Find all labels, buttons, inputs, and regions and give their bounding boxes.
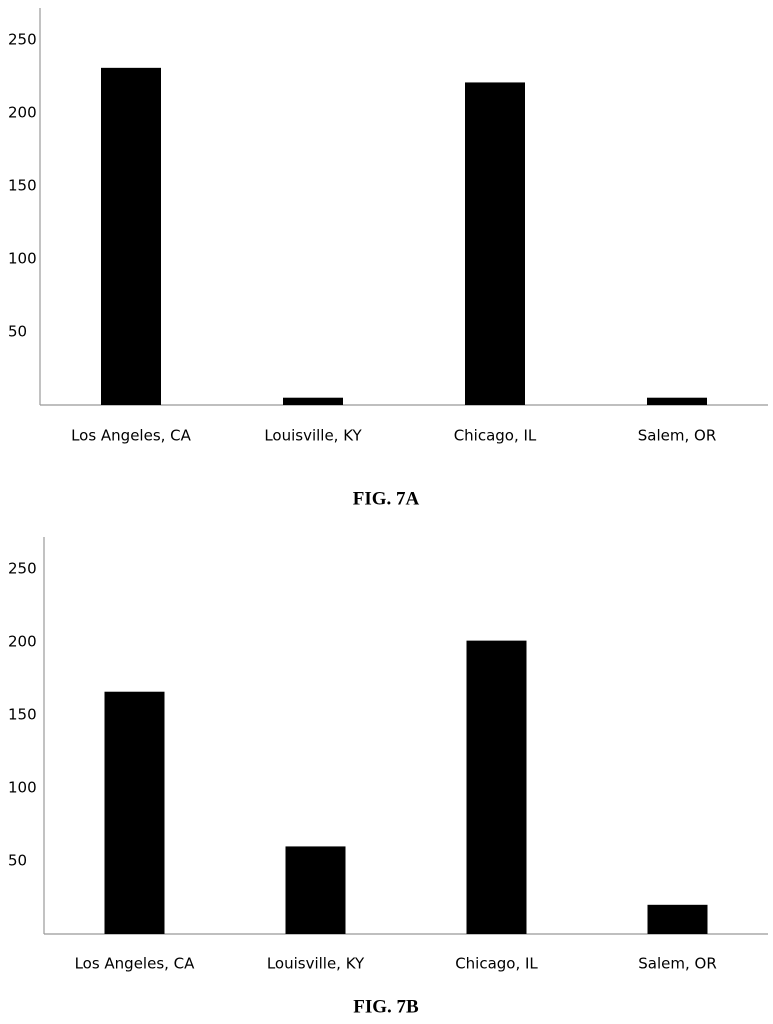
bar — [647, 397, 707, 405]
y-tick-label: 50 — [8, 323, 27, 341]
bar — [101, 67, 161, 405]
bar — [283, 397, 343, 405]
chart-title: FIG. 7A — [353, 488, 420, 509]
chart: 50 100 150 200 250 Los Angeles, CA Louisville,… — [8, 537, 768, 1017]
x-tick-label: Louisville, KY — [264, 427, 362, 445]
y-tick-label: 250 — [8, 31, 37, 49]
y-tick-label: 200 — [8, 633, 37, 651]
x-tick-label: Salem, OR — [638, 955, 717, 973]
chart-title: FIG. 7B — [353, 996, 419, 1017]
x-tick-label: Los Angeles, CA — [71, 427, 192, 445]
chart: 50 100 150 200 250 Los Angeles, CA Louisville,… — [8, 8, 768, 509]
bar — [285, 846, 346, 934]
y-tick-label: 250 — [8, 560, 37, 578]
bar — [647, 904, 708, 934]
y-tick-label: 150 — [8, 706, 37, 724]
y-tick-label: 200 — [8, 104, 37, 122]
y-tick-label: 100 — [8, 779, 37, 797]
bar — [466, 640, 527, 934]
y-tick-label: 100 — [8, 250, 37, 268]
x-tick-label: Salem, OR — [638, 427, 717, 445]
y-tick-label: 50 — [8, 852, 27, 870]
x-tick-label: Chicago, IL — [455, 955, 538, 973]
x-tick-label: Los Angeles, CA — [75, 955, 196, 973]
bar — [465, 82, 525, 405]
x-tick-label: Louisville, KY — [267, 955, 365, 973]
y-tick-label: 150 — [8, 177, 37, 195]
x-tick-label: Chicago, IL — [454, 427, 537, 445]
bar — [104, 691, 165, 934]
